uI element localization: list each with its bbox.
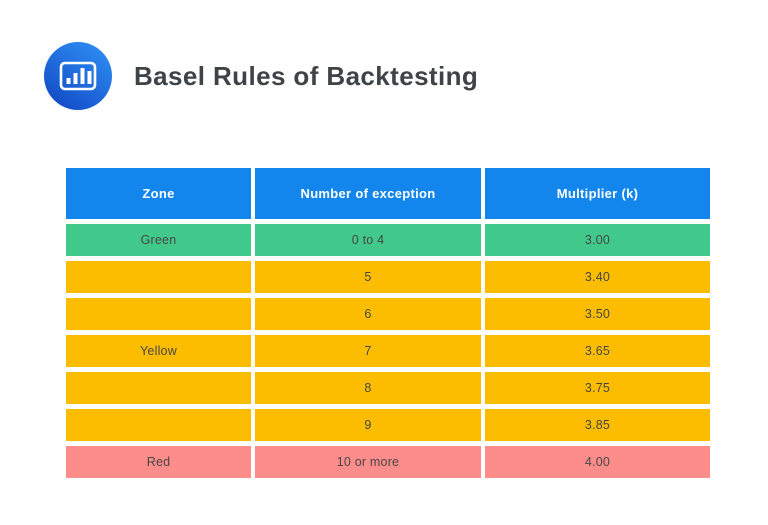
bar-chart-icon [59, 61, 97, 91]
column-header-zone: Zone [66, 168, 251, 219]
cell-exceptions: 10 or more [255, 446, 481, 478]
cell-multiplier: 4.00 [485, 446, 710, 478]
cell-zone: Red [66, 446, 251, 478]
cell-zone: Yellow [66, 335, 251, 367]
cell-exceptions: 0 to 4 [255, 224, 481, 256]
cell-zone [66, 409, 251, 441]
app-logo [44, 42, 112, 110]
cell-zone [66, 372, 251, 404]
cell-zone [66, 298, 251, 330]
cell-exceptions: 9 [255, 409, 481, 441]
cell-zone: Green [66, 224, 251, 256]
cell-zone [66, 261, 251, 293]
cell-multiplier: 3.40 [485, 261, 710, 293]
column-header-multiplier: Multiplier (k) [485, 168, 710, 219]
page-title: Basel Rules of Backtesting [134, 60, 479, 91]
cell-multiplier: 3.50 [485, 298, 710, 330]
cell-exceptions: 5 [255, 261, 481, 293]
cell-exceptions: 7 [255, 335, 481, 367]
column-header-exceptions: Number of exception [255, 168, 481, 219]
cell-multiplier: 3.85 [485, 409, 710, 441]
cell-multiplier: 3.00 [485, 224, 710, 256]
cell-multiplier: 3.75 [485, 372, 710, 404]
basel-backtesting-table: Zone Number of exception Multiplier (k) … [66, 168, 710, 478]
cell-multiplier: 3.65 [485, 335, 710, 367]
brand-header: Basel Rules of Backtesting [44, 42, 478, 110]
cell-exceptions: 6 [255, 298, 481, 330]
cell-exceptions: 8 [255, 372, 481, 404]
